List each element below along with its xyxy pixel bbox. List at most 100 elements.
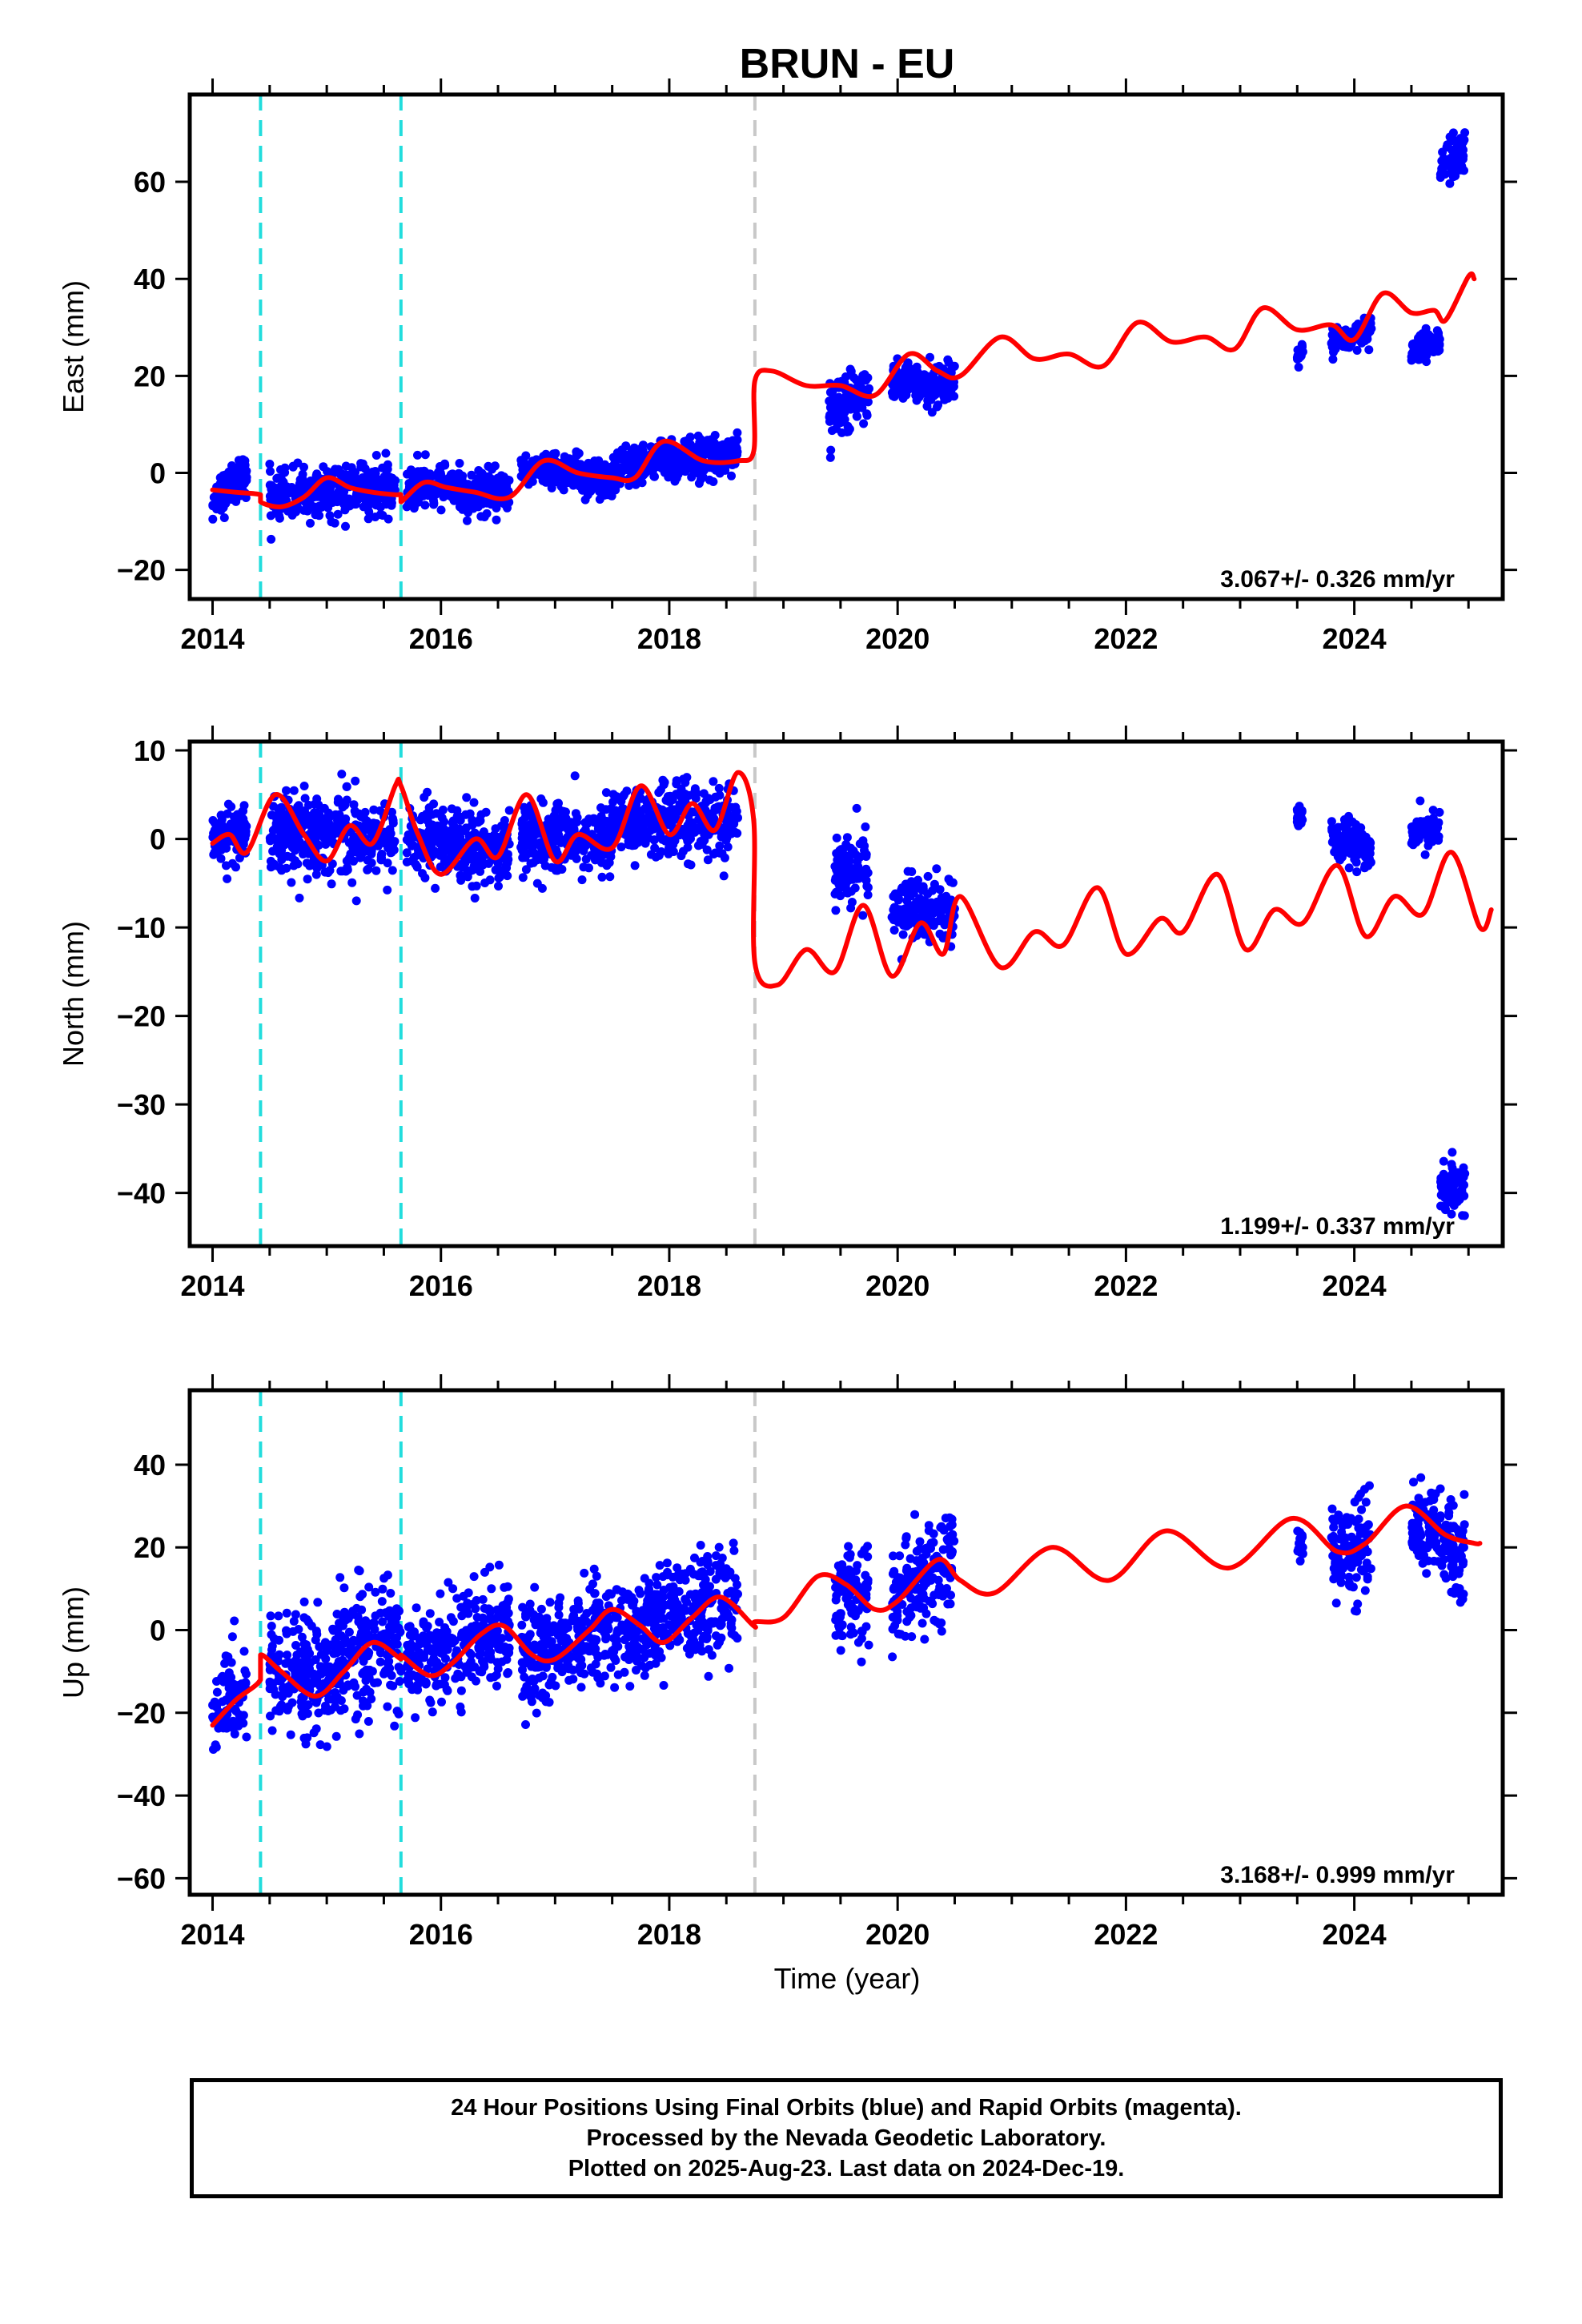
data-point: [1439, 154, 1448, 163]
plot-area: [208, 742, 1494, 1246]
data-point: [920, 373, 929, 383]
data-point: [282, 786, 291, 795]
data-point: [212, 848, 222, 858]
data-point: [457, 838, 467, 847]
data-point: [1295, 353, 1304, 363]
data-point: [592, 1571, 601, 1581]
data-point: [934, 376, 943, 385]
data-point: [503, 503, 512, 513]
data-point: [476, 866, 485, 876]
data-point: [832, 403, 841, 412]
data-point: [1352, 346, 1362, 355]
data-point: [408, 856, 416, 866]
data-point: [1442, 143, 1452, 152]
data-point: [274, 1611, 283, 1621]
y-tick-label: −20: [117, 1000, 166, 1033]
data-point: [300, 794, 310, 803]
data-point: [286, 1730, 295, 1739]
data-point: [394, 1709, 404, 1719]
data-point: [1443, 1198, 1452, 1208]
y-tick-label: −40: [117, 1177, 166, 1210]
data-point: [236, 1681, 246, 1691]
data-point: [914, 898, 924, 907]
data-point: [725, 437, 734, 447]
data-point: [934, 899, 943, 908]
data-point: [266, 1711, 275, 1721]
data-point: [1331, 834, 1340, 843]
data-point: [681, 778, 690, 787]
data-point: [857, 403, 867, 412]
data-point: [455, 459, 464, 468]
data-point: [212, 1687, 222, 1697]
data-point: [858, 911, 868, 920]
data-point: [588, 814, 598, 824]
data-point: [353, 479, 363, 489]
data-point: [299, 462, 308, 472]
data-point: [1415, 817, 1425, 826]
data-point: [669, 847, 678, 856]
data-point: [424, 1644, 434, 1654]
data-point: [669, 816, 678, 825]
data-point: [851, 375, 861, 384]
data-point: [410, 501, 420, 511]
data-point: [897, 885, 906, 895]
data-point: [387, 845, 397, 854]
data-point: [431, 1659, 440, 1668]
data-point: [341, 1615, 351, 1625]
data-point: [420, 1651, 428, 1660]
data-point: [830, 889, 840, 899]
data-point: [903, 866, 913, 876]
data-point: [275, 1650, 284, 1659]
data-point: [492, 1605, 502, 1614]
data-point: [936, 911, 946, 921]
data-point: [335, 1645, 344, 1655]
data-point: [364, 1630, 373, 1639]
data-point: [288, 461, 298, 471]
data-point: [1294, 814, 1303, 823]
x-tick-label: 2014: [180, 622, 244, 655]
data-point: [521, 1720, 530, 1729]
data-point: [367, 820, 376, 830]
data-point: [889, 926, 899, 935]
data-point: [630, 861, 640, 870]
data-point: [469, 798, 479, 807]
data-point: [1456, 134, 1465, 143]
data-point: [343, 1680, 353, 1690]
data-point: [429, 498, 439, 508]
data-point: [266, 467, 275, 476]
data-point: [1415, 331, 1425, 340]
data-point: [291, 832, 300, 841]
data-point: [217, 814, 227, 824]
data-point: [688, 821, 697, 830]
data-point: [357, 1605, 367, 1614]
data-point: [436, 505, 446, 515]
data-point: [283, 1702, 293, 1711]
data-point: [379, 1574, 389, 1583]
data-point: [348, 1606, 358, 1616]
data-point: [715, 790, 725, 800]
data-point: [1349, 837, 1359, 846]
data-point: [277, 802, 286, 812]
data-point: [336, 866, 346, 876]
data-point: [901, 375, 910, 384]
data-point: [272, 485, 282, 495]
x-tick-label: 2016: [409, 622, 473, 655]
data-point: [1409, 837, 1419, 846]
data-point: [267, 1650, 276, 1659]
data-point: [1445, 179, 1455, 188]
data-point: [831, 906, 841, 915]
data-point: [860, 846, 869, 855]
data-point: [606, 1663, 616, 1672]
data-point: [905, 383, 914, 392]
data-point: [480, 1635, 489, 1645]
data-point: [616, 449, 626, 459]
data-point: [339, 1583, 349, 1593]
data-point: [278, 1683, 287, 1693]
data-point: [929, 909, 938, 918]
data-point: [242, 1732, 251, 1742]
data-point: [570, 818, 580, 828]
data-point: [367, 849, 376, 858]
data-point: [295, 1647, 305, 1657]
data-point: [490, 1614, 500, 1624]
data-point: [240, 1666, 250, 1675]
